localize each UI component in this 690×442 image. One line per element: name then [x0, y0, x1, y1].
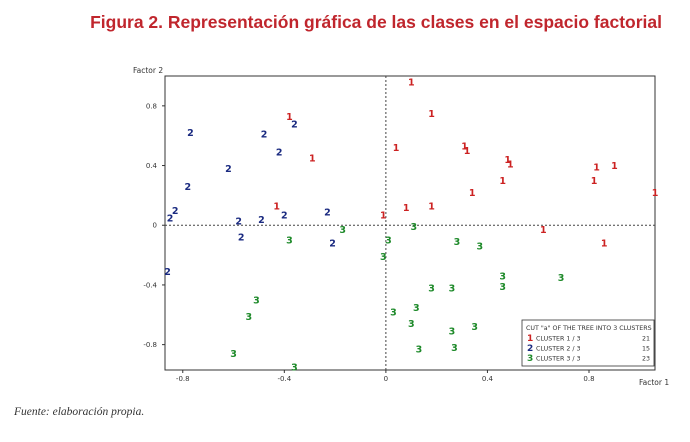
- figure-title: Figura 2. Representación gráfica de las …: [90, 12, 662, 32]
- legend-marker: 3: [527, 354, 533, 364]
- cluster-2-point: 2: [291, 119, 298, 130]
- cluster-1-point: 1: [507, 160, 514, 171]
- cluster-3-point: 3: [413, 303, 420, 314]
- cluster-3-point: 3: [385, 236, 392, 247]
- cluster-1-point: 1: [403, 203, 410, 214]
- cluster-1-point: 1: [393, 143, 400, 154]
- legend-box: CUT "a" OF THE TREE INTO 3 CLUSTERS 1 CLU…: [521, 319, 655, 367]
- cluster-1-point: 1: [428, 201, 435, 212]
- x-tick-label: -0.8: [176, 375, 190, 383]
- legend-label: CLUSTER 2 / 3: [536, 346, 581, 353]
- legend-marker: 2: [527, 344, 533, 354]
- y-tick-label: 0.4: [146, 162, 158, 170]
- y-tick-label: -0.4: [143, 281, 157, 289]
- cluster-3-point: 3: [380, 252, 387, 263]
- cluster-1-point: 1: [652, 188, 659, 199]
- x-tick-label: 0.8: [583, 375, 594, 383]
- cluster-3-point: 3: [291, 363, 298, 374]
- cluster-1-point: 1: [611, 161, 618, 172]
- cluster-1-point: 1: [428, 109, 435, 120]
- cluster-2-point: 2: [258, 215, 265, 226]
- cluster-2-point: 2: [238, 233, 245, 244]
- cluster-1-point: 1: [461, 142, 468, 153]
- cluster-3-point: 3: [499, 271, 506, 282]
- legend-label: CLUSTER 1 / 3: [536, 336, 581, 343]
- legend-count: 23: [642, 356, 650, 363]
- axis-ticks: -0.8 -0.4 0 0.4 0.8 0.8 0.4 0 -0.4 -0.8: [143, 102, 594, 383]
- cluster-3-point: 3: [286, 236, 293, 247]
- cluster-2-point: 2: [235, 216, 242, 227]
- cluster-2-point: 2: [281, 210, 288, 221]
- cluster-3-point: 3: [416, 345, 423, 356]
- cluster-2-point: 2: [324, 207, 331, 218]
- figure-source: Fuente: elaboración propia.: [14, 406, 145, 418]
- cluster-1-point: 1: [464, 146, 471, 157]
- x-axis-label: Factor 1: [639, 378, 669, 387]
- cluster-3-point: 3: [454, 237, 461, 248]
- cluster-2-point: 2: [185, 182, 192, 193]
- cluster-3-point: 3: [449, 327, 456, 338]
- cluster-3-point: 3: [230, 349, 237, 360]
- legend-count: 21: [642, 336, 650, 343]
- cluster-3-point: 3: [410, 222, 417, 233]
- cluster-2-point: 2: [261, 130, 268, 141]
- cluster-1-point: 1: [593, 163, 600, 174]
- cluster-1-point: 1: [273, 201, 280, 212]
- legend-count: 15: [642, 346, 650, 353]
- cluster-3-point: 3: [499, 282, 506, 293]
- cluster-1-point: 1: [504, 155, 511, 166]
- cluster-1-point: 1: [499, 176, 506, 187]
- cluster-1-point: 1: [309, 154, 316, 165]
- cluster-3-point: 3: [339, 225, 346, 236]
- cluster-3-point: 3: [408, 319, 415, 330]
- cluster-1-point: 1: [591, 176, 598, 187]
- cluster-1-point: 1: [380, 210, 387, 221]
- cluster-1-point: 1: [408, 77, 415, 88]
- cluster-3-point: 3: [449, 283, 456, 294]
- cluster-1-point: 1: [286, 112, 293, 123]
- cluster-2-point: 2: [276, 148, 283, 159]
- plot-frame: [164, 75, 656, 371]
- y-axis-label: Factor 2: [133, 66, 163, 75]
- cluster-1-point: 1: [469, 188, 476, 199]
- cluster-2-point: 2: [167, 213, 174, 224]
- cluster-3-point: 3: [471, 322, 478, 333]
- cluster-3-point: 3: [451, 343, 458, 354]
- y-tick-label: 0.8: [146, 102, 157, 110]
- cluster-3-point: 3: [245, 312, 252, 323]
- cluster-3-point: 3: [390, 307, 397, 318]
- legend-label: CLUSTER 3 / 3: [536, 356, 581, 363]
- cluster-2-point: 2: [225, 164, 232, 175]
- cluster-3-point: 3: [558, 273, 565, 284]
- cluster-2-point: 2: [172, 206, 179, 217]
- y-tick-label: 0: [153, 222, 157, 230]
- legend-title: CUT "a" OF THE TREE INTO 3 CLUSTERS: [526, 325, 652, 332]
- cluster-3-point: 3: [477, 242, 484, 253]
- legend-marker: 1: [527, 334, 533, 344]
- x-tick-label: 0.4: [482, 375, 494, 383]
- cluster-2-point: 2: [164, 267, 171, 278]
- cluster-1-point: 1: [601, 239, 608, 250]
- cluster-2-point: 2: [329, 239, 336, 250]
- cluster-3-point: 3: [253, 295, 260, 306]
- cluster-3-point: 3: [428, 283, 435, 294]
- cluster-1-point: 1: [540, 225, 547, 236]
- y-tick-label: -0.8: [143, 341, 157, 349]
- cluster-2-point: 2: [187, 128, 194, 139]
- x-tick-label: -0.4: [277, 375, 291, 383]
- x-tick-label: 0: [384, 375, 388, 383]
- legend-frame: [521, 319, 655, 367]
